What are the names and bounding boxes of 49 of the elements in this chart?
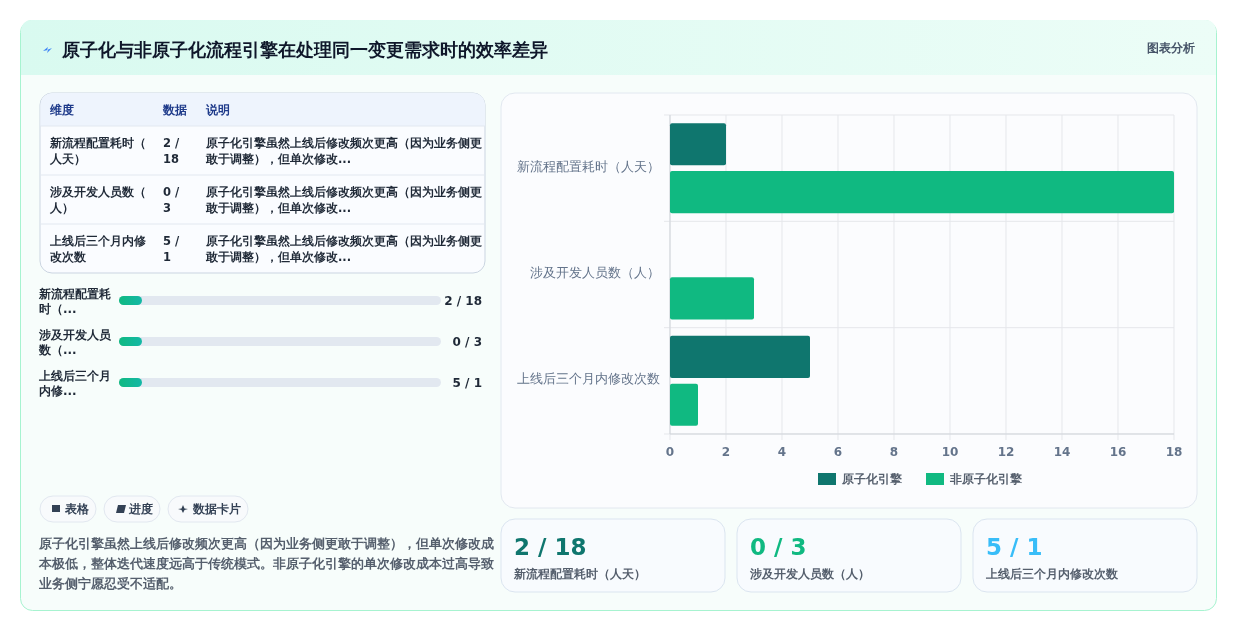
text: 5 / 1 [986,534,1043,560]
text: 涉及开发人员数（人） [49,185,146,215]
text: 2 / 18 [444,294,482,308]
bar [670,171,1174,214]
text: 新流程配置耗时（... [38,287,111,316]
text: 数据卡片 [192,502,241,516]
text: 原子化引擎虽然上线后修改频次更高（因为业务侧更敢于调整），但单次修改成本极低，整体迭代速度远高于传统模式。非原子化引擎的单次修改成本过高导致业务侧宁愿忍受不适配。 [38,536,494,591]
x-tick-label: 14 [1053,445,1071,459]
x-tick-label: 16 [1109,445,1127,459]
text: 2 / 18 [163,136,181,166]
text: 涉及开发人员数（... [38,328,112,357]
text: 上线后三个月内修... [38,369,111,398]
text: 原子化引擎虽然上线后修改频次更高（因为业务侧更敢于调整），但单次修改... [205,185,482,215]
bar [670,277,754,320]
text: 0 / 3 [452,335,482,349]
y-tick-label: 上线后三个月内修改次数 [517,371,660,387]
text: 5 / 1 [452,376,482,390]
text: 说明 [205,103,230,117]
x-tick-label: 2 [721,445,731,459]
x-tick-label: 12 [997,445,1015,459]
legend-label: 原子化引擎 [841,472,903,486]
y-tick-label: 新流程配置耗时（人天） [517,158,660,174]
text: 2 / 18 [514,534,587,560]
x-tick-label: 10 [941,445,959,459]
text: 原子化与非原子化流程引擎在处理同一变更需求时的效率差异 [61,39,548,60]
text: 图表分析 [1147,41,1195,55]
text: 数据 [162,103,187,117]
text: 5 / 1 [163,234,181,264]
bar [670,335,810,378]
x-tick-label: 18 [1165,445,1183,459]
legend-label: 非原子化引擎 [949,472,1023,486]
x-tick-label: 0 [665,445,675,459]
bar [670,123,726,166]
x-tick-label: 6 [833,445,843,459]
text: 上线后三个月内修改次数 [985,567,1119,581]
x-tick-label: 8 [889,445,899,459]
x-tick-label: 4 [777,445,787,459]
text: 0 / 3 [750,534,807,560]
text: 表格 [64,502,90,516]
y-tick-label: 涉及开发人员数（人） [530,265,660,280]
text: 新流程配置耗时（人天） [49,136,146,166]
text: 原子化引擎虽然上线后修改频次更高（因为业务侧更敢于调整），但单次修改... [205,136,482,166]
text: 上线后三个月内修改次数 [49,234,147,264]
text: 0 / 3 [163,185,181,215]
bar [670,383,698,426]
text: 原子化引擎虽然上线后修改频次更高（因为业务侧更敢于调整），但单次修改... [205,234,482,264]
text: 涉及开发人员数（人） [749,567,870,581]
text: 进度 [128,502,153,516]
text: 维度 [49,103,74,117]
